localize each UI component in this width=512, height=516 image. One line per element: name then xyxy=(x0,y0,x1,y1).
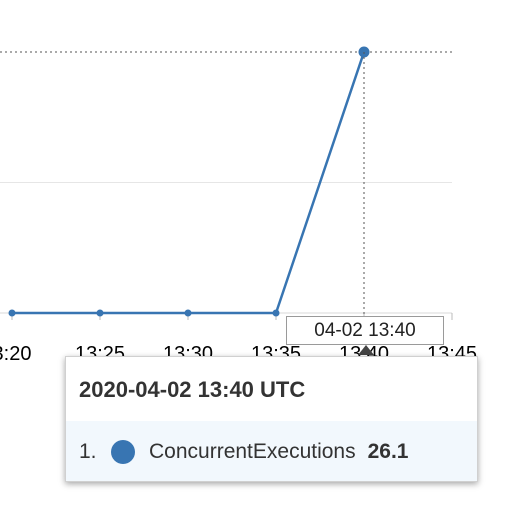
cursor-time-label: 04-02 13:40 xyxy=(286,316,444,345)
data-point xyxy=(272,309,280,317)
data-point xyxy=(184,309,192,317)
tooltip-title: 2020-04-02 13:40 UTC xyxy=(79,377,306,402)
tooltip-series-value: 26.1 xyxy=(367,439,409,463)
x-tick-label: 3:20 xyxy=(0,343,31,365)
data-point xyxy=(96,309,104,317)
tooltip-row: 1. ConcurrentExecutions 26.1 xyxy=(66,421,477,481)
tooltip-series-name: ConcurrentExecutions xyxy=(149,439,356,463)
data-point xyxy=(8,309,16,317)
grid-lines xyxy=(0,51,452,183)
cursor-pointer-icon xyxy=(358,345,374,355)
data-tooltip: 2020-04-02 13:40 UTC 1. ConcurrentExecut… xyxy=(65,356,478,482)
series-layer xyxy=(8,46,370,317)
series-color-dot-icon xyxy=(111,439,135,464)
tooltip-row-index: 1. xyxy=(79,439,97,463)
